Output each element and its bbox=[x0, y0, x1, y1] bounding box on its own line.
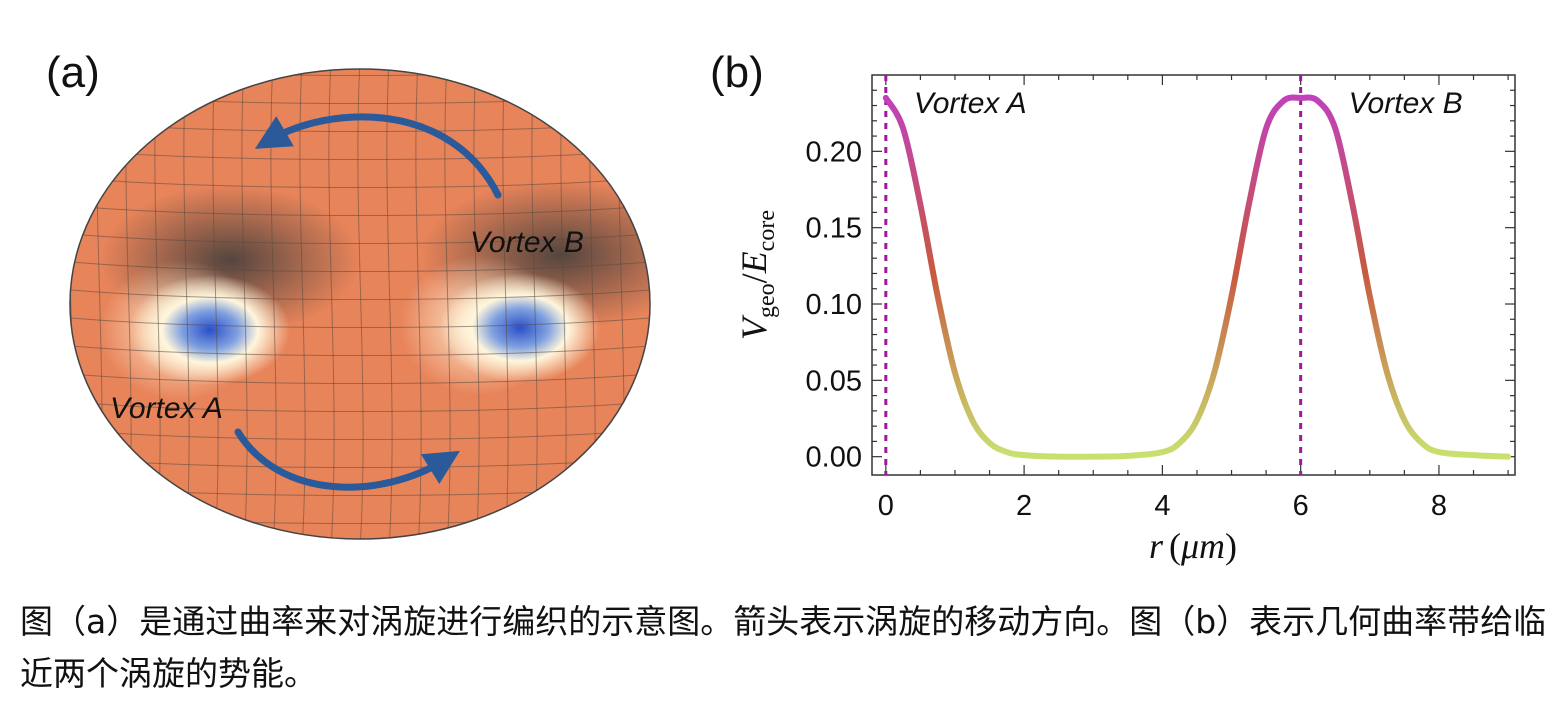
vortex-b-core bbox=[440, 273, 600, 383]
y-tick-label: 0.00 bbox=[806, 442, 862, 474]
vortex-marker-label: Vortex A bbox=[914, 87, 1027, 120]
y-tick-label: 0.05 bbox=[806, 365, 862, 397]
potential-curve bbox=[882, 94, 1512, 460]
grid-line-vertical bbox=[241, 69, 248, 539]
potential-chart: 0 2 4 6 80.000.050.100.150.20 Vortex A Vortex… bbox=[734, 74, 1516, 566]
panel-a-label: (a) bbox=[46, 48, 100, 97]
svg-text:Vgeo/Ecore: Vgeo/Ecore bbox=[734, 210, 780, 340]
grid-line-vertical bbox=[502, 69, 509, 539]
grid-line-horizontal bbox=[70, 176, 650, 188]
vortex-markers: Vortex A Vortex B bbox=[884, 75, 1463, 475]
grid-line-vertical bbox=[473, 69, 480, 539]
y-axis-label: Vgeo/Ecore bbox=[734, 210, 780, 340]
figure-caption: 图（a）是通过曲率来对涡旋进行编织的示意图。箭头表示涡旋的移动方向。图（b）表示… bbox=[20, 602, 1547, 693]
grid-line-horizontal bbox=[70, 260, 650, 272]
grid-line-horizontal bbox=[70, 400, 650, 412]
y-tick-label: 0.10 bbox=[806, 289, 862, 321]
grid-line-vertical bbox=[357, 69, 364, 539]
y-tick-label: 0.15 bbox=[806, 213, 862, 245]
grid-line-vertical bbox=[212, 69, 219, 539]
x-axis-label-r: r bbox=[1149, 526, 1164, 566]
grid-line-vertical bbox=[183, 69, 190, 539]
x-tick-label: 8 bbox=[1431, 490, 1447, 522]
curved-surface-illustration: Vortex B Vortex A bbox=[60, 68, 660, 550]
x-tick-label: 4 bbox=[1154, 490, 1170, 522]
plot-frame bbox=[871, 74, 1516, 476]
x-tick-label: 2 bbox=[1016, 490, 1032, 522]
grid-line-horizontal bbox=[60, 541, 660, 550]
grid-line-horizontal bbox=[70, 316, 650, 328]
axis-ticks bbox=[872, 75, 1515, 475]
vortex-a-label: Vortex A bbox=[110, 392, 223, 425]
grid-line-horizontal bbox=[70, 204, 650, 216]
grid-line-horizontal bbox=[70, 372, 650, 384]
surface-outline bbox=[69, 68, 651, 540]
x-tick-label: 0 bbox=[878, 490, 894, 522]
vortex-marker-label: Vortex B bbox=[1349, 87, 1463, 120]
panel-b-label: (b) bbox=[710, 48, 764, 97]
grid-line-horizontal bbox=[70, 344, 650, 356]
grid-line-horizontal bbox=[70, 428, 650, 440]
grid-line-horizontal bbox=[70, 288, 650, 300]
grid-line-horizontal bbox=[70, 232, 650, 244]
vortex-b-label: Vortex B bbox=[470, 226, 584, 259]
grid-line-vertical bbox=[328, 69, 335, 539]
arrow-top bbox=[254, 113, 502, 199]
grid-line-vertical bbox=[531, 69, 538, 539]
arrow-bottom bbox=[234, 428, 460, 491]
x-tick-label: 6 bbox=[1293, 490, 1309, 522]
vortex-a-core bbox=[130, 275, 290, 385]
x-axis-label: r (μm) bbox=[1149, 526, 1237, 566]
y-tick-label: 0.20 bbox=[806, 136, 862, 168]
tick-labels: 0 2 4 6 8 0.00 0.05 0.10 0.15 0.20 bbox=[806, 136, 1447, 522]
